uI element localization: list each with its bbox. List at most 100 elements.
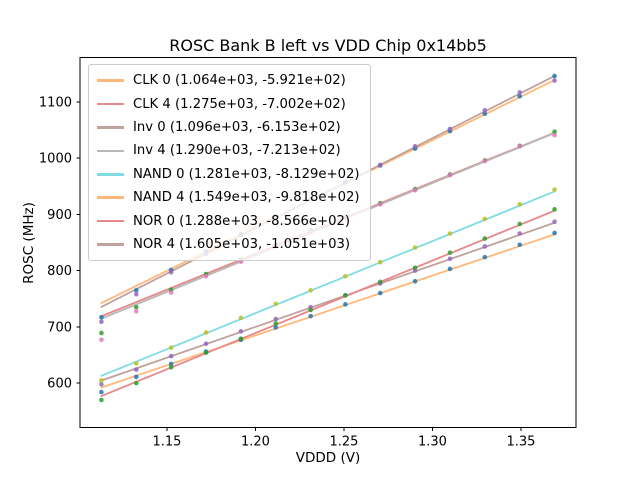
scatter-point-Inv-0 [238,329,244,334]
scatter-point-NAND-0 [517,201,523,207]
scatter-point-NOR-0 [133,380,139,386]
legend-line-sample-NOR-4 [97,243,124,246]
legend-entry-NAND-4: NAND 4 (1.549e+03, -9.818e+02) [97,186,360,209]
scatter-point-Inv-4 [203,273,209,279]
scatter-point-Inv-4 [447,172,453,178]
scatter-point-NOR-0 [203,350,209,356]
scatter-point-NAND-4 [517,93,523,99]
scatter-point-CLK-0 [168,361,174,367]
scatter-point-NOR-4 [377,162,383,168]
legend-entry-CLK-4: CLK 4 (1.275e+03, -7.002e+02) [97,92,360,115]
scatter-point-Inv-0 [133,367,139,372]
legend-entry-CLK-0: CLK 0 (1.064e+03, -5.921e+02) [97,69,360,92]
legend-label: NAND 0 (1.281e+03, -8.129e+02) [133,166,360,182]
scatter-point-CLK-0 [482,254,488,260]
scatter-point-Inv-4 [133,308,139,314]
y-tick-label: 800 [47,264,72,279]
legend-entry-NAND-0: NAND 0 (1.281e+03, -8.129e+02) [97,163,360,186]
scatter-point-NAND-0 [447,231,453,236]
x-axis-label: VDDD (V) [295,450,361,466]
legend-entry-NOR-0: NOR 0 (1.288e+03, -8.566e+02) [97,209,360,232]
scatter-point-NOR-0 [482,236,488,241]
scatter-point-NOR-0 [517,221,523,227]
legend-line-sample-NAND-0 [97,172,124,176]
scatter-point-NAND-0 [203,330,209,335]
scatter-point-Inv-4 [168,290,174,295]
scatter-point-CLK-0 [412,278,418,284]
scatter-point-NAND-0 [238,315,244,321]
scatter-point-NAND-4 [552,73,557,79]
scatter-point-CLK-0 [517,242,523,248]
legend-line-sample-CLK-0 [97,79,124,82]
scatter-point-CLK-4 [99,330,104,336]
legend-label: NOR 4 (1.605e+03, -1.051e+03) [133,236,351,252]
scatter-point-NAND-0 [308,287,313,293]
legend-label: CLK 0 (1.064e+03, -5.921e+02) [133,73,346,89]
scatter-point-NOR-4 [168,270,174,275]
scatter-point-CLK-0 [273,325,279,330]
scatter-point-NOR-4 [552,78,557,83]
legend-label: NAND 4 (1.549e+03, -9.818e+02) [133,190,360,206]
scatter-point-Inv-0 [99,381,104,387]
scatter-point-NOR-4 [99,319,104,325]
y-axis-label: ROSC (MHz) [21,202,37,284]
legend-line-sample-NAND-4 [97,196,124,199]
scatter-point-NOR-0 [343,293,348,298]
scatter-point-NOR-4 [412,144,418,149]
scatter-point-Inv-0 [447,256,453,262]
scatter-point-CLK-0 [447,266,453,272]
legend-label: Inv 4 (1.290e+03, -7.213e+02) [133,143,341,159]
scatter-point-CLK-4 [133,304,139,310]
scatter-point-CLK-0 [308,313,313,319]
scatter-point-NOR-0 [168,365,174,370]
x-tick-label: 1.35 [506,435,535,450]
legend-label: CLK 4 (1.275e+03, -7.002e+02) [133,96,346,112]
scatter-point-Inv-4 [412,187,418,193]
scatter-point-Inv-4 [99,337,104,343]
legend-entry-Inv-0: Inv 0 (1.096e+03, -6.153e+02) [97,116,360,139]
fit-line-NAND-0 [100,190,556,377]
scatter-point-NAND-0 [168,345,174,350]
x-tick-label: 1.20 [241,435,270,450]
scatter-point-Inv-4 [377,201,383,207]
scatter-point-Inv-4 [552,132,557,138]
scatter-point-NOR-0 [308,307,313,313]
scatter-point-CLK-0 [552,230,557,236]
y-tick-label: 900 [47,208,72,223]
fit-line-NOR-0 [100,209,556,397]
x-tick-label: 1.30 [418,435,447,450]
legend-line-sample-Inv-4 [97,149,124,153]
y-tick-label: 1000 [39,152,72,167]
scatter-point-NOR-0 [99,397,104,403]
legend-label: Inv 0 (1.096e+03, -6.153e+02) [133,119,341,135]
scatter-point-NOR-0 [552,207,557,212]
scatter-point-NAND-0 [552,187,557,192]
scatter-point-Inv-0 [517,231,523,236]
scatter-point-NAND-4 [99,314,104,320]
scatter-point-Inv-0 [482,244,488,249]
scatter-point-NOR-0 [273,321,279,326]
x-tick-label: 1.25 [329,435,358,450]
scatter-point-CLK-0 [377,290,383,296]
legend-label: NOR 0 (1.288e+03, -8.566e+02) [133,213,351,229]
scatter-point-NOR-4 [482,108,488,113]
scatter-point-NAND-0 [377,259,383,265]
fit-line-CLK-0 [100,233,556,389]
scatter-point-Inv-0 [168,353,174,359]
fit-line-Inv-0 [100,221,556,382]
scatter-point-NOR-4 [133,291,139,297]
scatter-point-NAND-4 [133,287,139,293]
scatter-point-Inv-4 [517,144,523,149]
y-tick-label: 700 [47,320,72,335]
scatter-point-Inv-4 [482,158,488,164]
x-tick-label: 1.15 [152,435,181,450]
scatter-point-Inv-0 [273,316,279,322]
scatter-point-NAND-0 [133,361,139,366]
scatter-point-NAND-4 [482,111,488,117]
y-tick-label: 1100 [39,95,72,110]
scatter-point-CLK-0 [133,374,139,380]
y-tick-label: 600 [47,377,72,392]
scatter-point-NAND-0 [482,216,488,222]
scatter-point-NAND-0 [343,273,348,279]
